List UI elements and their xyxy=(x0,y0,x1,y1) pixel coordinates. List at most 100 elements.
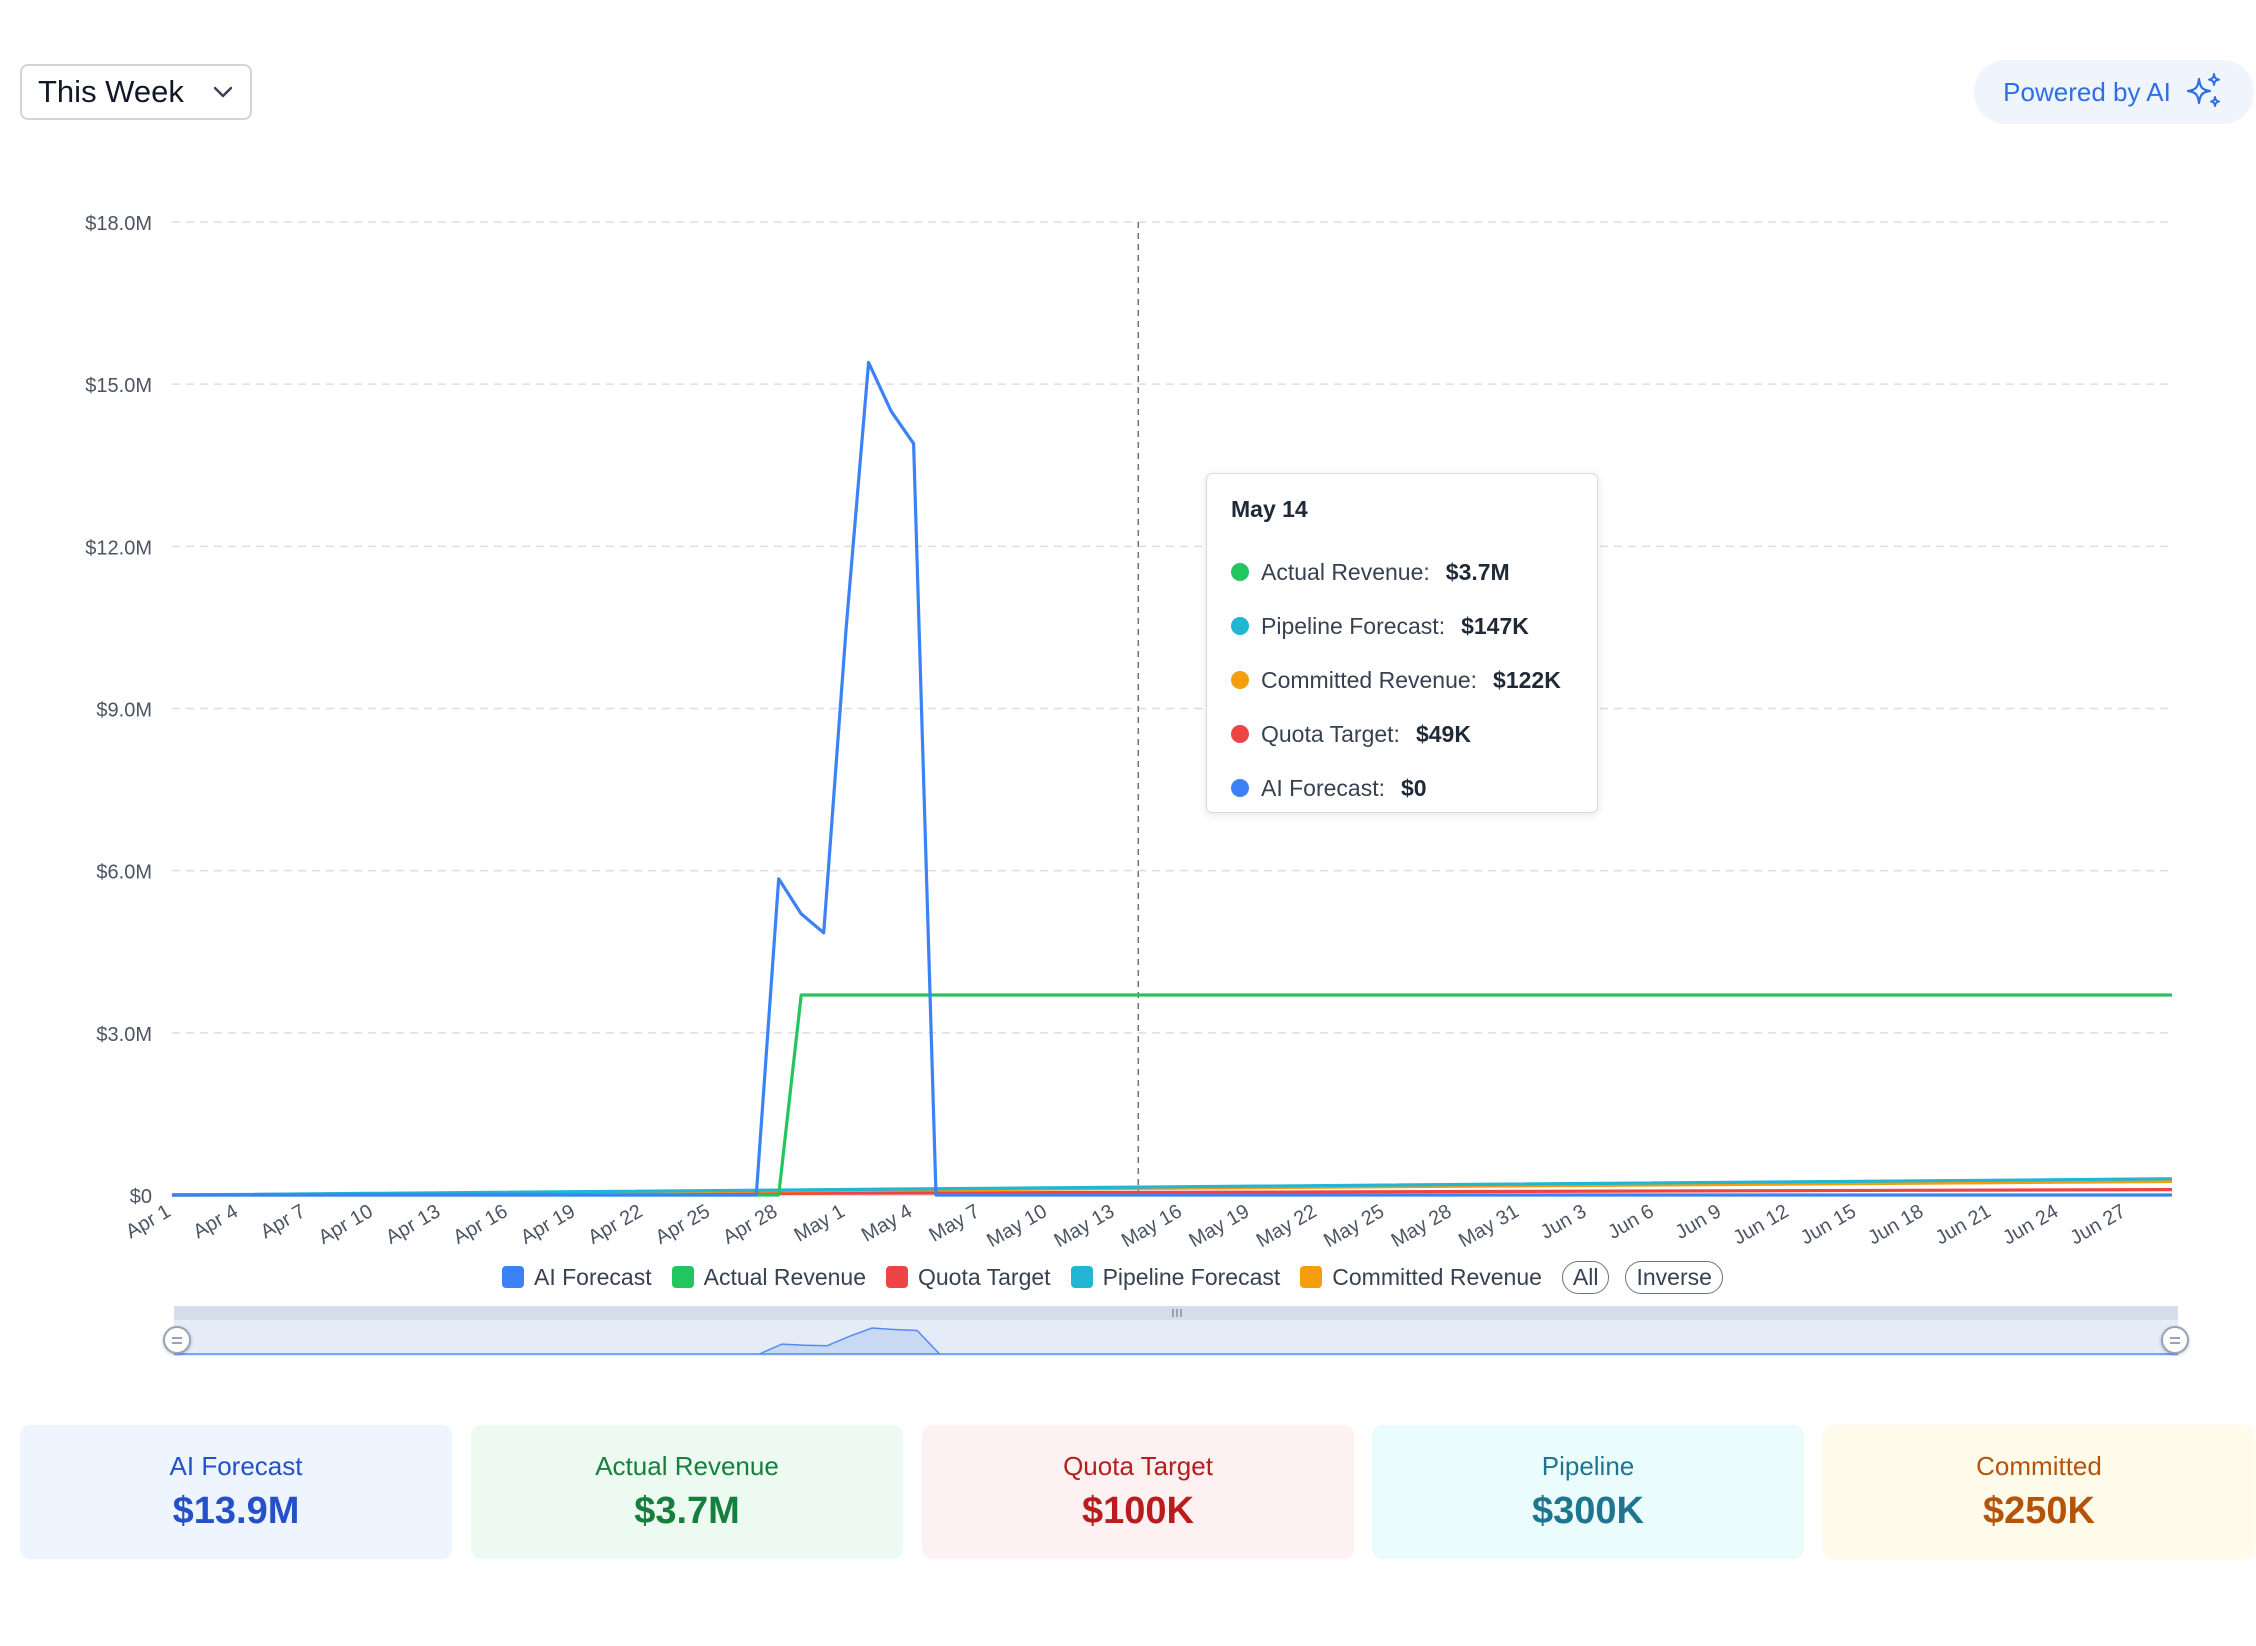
x-tick-label: May 7 xyxy=(925,1200,983,1246)
summary-card-actual-revenue: Actual Revenue $3.7M xyxy=(471,1425,903,1559)
x-tick-label: Apr 16 xyxy=(450,1200,512,1249)
legend-item-ai-forecast[interactable]: AI Forecast xyxy=(502,1264,652,1291)
summary-card-ai-forecast: AI Forecast $13.9M xyxy=(20,1425,452,1559)
card-label: AI Forecast xyxy=(169,1451,303,1481)
tooltip-row: Actual Revenue: $3.7M xyxy=(1231,545,1573,599)
summary-card-pipeline: Pipeline $300K xyxy=(1372,1425,1804,1559)
x-tick-label: Jun 9 xyxy=(1672,1200,1725,1244)
powered-by-ai-badge: Powered by AI xyxy=(1974,60,2254,124)
brush-grip-handle[interactable] xyxy=(1172,1309,1184,1317)
card-label: Pipeline xyxy=(1541,1451,1635,1481)
x-tick-label: Jun 3 xyxy=(1537,1200,1590,1244)
card-label: Quota Target xyxy=(1063,1451,1213,1481)
x-tick-label: Jun 6 xyxy=(1604,1200,1657,1244)
legend-item-pipeline-forecast[interactable]: Pipeline Forecast xyxy=(1070,1263,1281,1291)
tooltip-value: $49K xyxy=(1415,720,1471,747)
range-brush[interactable] xyxy=(174,1306,2178,1356)
brush-left-handle[interactable] xyxy=(163,1326,191,1354)
chart-legend: AI Forecast Actual Revenue Quota Target … xyxy=(502,1258,1739,1296)
x-tick-label: May 16 xyxy=(1118,1200,1186,1252)
legend-item-actual-revenue[interactable]: Actual Revenue xyxy=(671,1263,866,1291)
legend-inverse-button[interactable]: Inverse xyxy=(1625,1260,1723,1294)
x-tick-label: Apr 19 xyxy=(517,1200,579,1249)
tooltip-dot xyxy=(1231,671,1249,689)
sparkles-icon xyxy=(2186,73,2220,107)
card-value: $250K xyxy=(1983,1490,2095,1532)
card-label: Committed xyxy=(1976,1451,2102,1481)
card-value: $13.9M xyxy=(172,1490,300,1532)
legend-label: AI Forecast xyxy=(534,1263,652,1290)
tooltip-row: Quota Target: $49K xyxy=(1231,707,1573,761)
legend-swatch xyxy=(1300,1266,1323,1288)
tooltip-row: AI Forecast: $0 xyxy=(1231,761,1573,815)
x-tick-label: Apr 28 xyxy=(719,1200,781,1249)
tooltip-label: Quota Target: xyxy=(1261,720,1400,747)
card-value: $300K xyxy=(1532,1490,1644,1532)
y-tick-label: $0 xyxy=(130,1186,152,1208)
tooltip-label: AI Forecast: xyxy=(1261,774,1385,801)
legend-label: Committed Revenue xyxy=(1332,1263,1542,1290)
card-value: $3.7M xyxy=(634,1490,740,1532)
legend-swatch xyxy=(1070,1266,1093,1288)
legend-swatch xyxy=(502,1266,524,1288)
tooltip-value: $3.7M xyxy=(1445,558,1510,585)
x-tick-label: Jun 24 xyxy=(1999,1200,2062,1249)
brush-overview xyxy=(174,1327,2178,1355)
legend-label: Quota Target xyxy=(918,1263,1051,1290)
tooltip-label: Actual Revenue: xyxy=(1261,558,1430,585)
tooltip-value: $122K xyxy=(1493,666,1561,693)
brush-right-handle[interactable] xyxy=(2161,1326,2189,1354)
legend-label: Pipeline Forecast xyxy=(1102,1263,1281,1290)
tooltip-dot xyxy=(1231,725,1249,743)
x-tick-label: Jun 21 xyxy=(1932,1200,1995,1249)
tooltip-dot xyxy=(1231,617,1249,635)
x-tick-label: Jun 15 xyxy=(1797,1200,1860,1249)
x-tick-label: Jun 12 xyxy=(1729,1200,1792,1249)
x-tick-label: May 4 xyxy=(858,1200,916,1246)
y-tick-label: $12.0M xyxy=(85,537,152,559)
revenue-line-chart[interactable]: $0 $3.0M $6.0M $9.0M $12.0M $15.0M $18.0M Apr 1… xyxy=(0,0,2256,1260)
legend-all-button[interactable]: All xyxy=(1561,1260,1610,1294)
series-line-ai-forecast xyxy=(172,360,2172,1197)
x-tick-label: May 19 xyxy=(1185,1200,1253,1252)
period-select[interactable]: This Week xyxy=(20,64,252,120)
tooltip-title: May 14 xyxy=(1231,496,1308,522)
card-value: $100K xyxy=(1082,1490,1194,1532)
period-select-value: This Week xyxy=(38,74,184,109)
x-tick-label: Apr 10 xyxy=(315,1200,377,1249)
tooltip-dot xyxy=(1231,779,1249,797)
chart-tooltip: May 14 Actual Revenue: $3.7M Pipeline Fo… xyxy=(1206,473,1598,813)
chevron-down-icon xyxy=(213,86,233,98)
x-tick-label: Apr 25 xyxy=(652,1200,714,1249)
x-tick-label: May 25 xyxy=(1320,1200,1388,1252)
legend-item-quota-target[interactable]: Quota Target xyxy=(886,1264,1051,1291)
tooltip-label: Pipeline Forecast: xyxy=(1261,612,1446,639)
legend-label: Actual Revenue xyxy=(703,1263,866,1290)
x-tick-label: Apr 4 xyxy=(190,1200,242,1243)
y-tick-label: $15.0M xyxy=(85,375,152,397)
x-tick-label: Jun 18 xyxy=(1864,1200,1927,1249)
series-line-actual-revenue xyxy=(172,993,2172,1197)
x-tick-label: Apr 13 xyxy=(382,1200,444,1249)
tooltip-label: Committed Revenue: xyxy=(1261,666,1478,693)
tooltip-row: Pipeline Forecast: $147K xyxy=(1231,599,1573,653)
summary-card-quota-target: Quota Target $100K xyxy=(922,1425,1354,1559)
y-tick-label: $18.0M xyxy=(85,213,152,235)
brush-overview-area xyxy=(174,1327,2178,1355)
x-tick-label: Apr 22 xyxy=(584,1200,646,1249)
x-tick-label: May 10 xyxy=(983,1200,1051,1252)
x-tick-label: Apr 7 xyxy=(257,1200,309,1243)
x-tick-label: May 22 xyxy=(1253,1200,1321,1252)
y-tick-label: $3.0M xyxy=(96,1024,152,1046)
tooltip-value: $0 xyxy=(1400,774,1427,801)
legend-item-committed-revenue[interactable]: Committed Revenue xyxy=(1300,1264,1542,1291)
x-tick-label: Jun 27 xyxy=(2067,1200,2130,1249)
y-tick-label: $6.0M xyxy=(96,862,152,884)
y-tick-label: $9.0M xyxy=(96,700,152,722)
tooltip-value: $147K xyxy=(1461,612,1529,639)
x-tick-label: May 31 xyxy=(1455,1200,1523,1252)
tooltip-row: Committed Revenue: $122K xyxy=(1231,653,1573,707)
series-line-pipeline-forecast xyxy=(171,1177,2173,1197)
powered-by-ai-label: Powered by AI xyxy=(2003,76,2171,107)
legend-swatch xyxy=(886,1266,908,1288)
